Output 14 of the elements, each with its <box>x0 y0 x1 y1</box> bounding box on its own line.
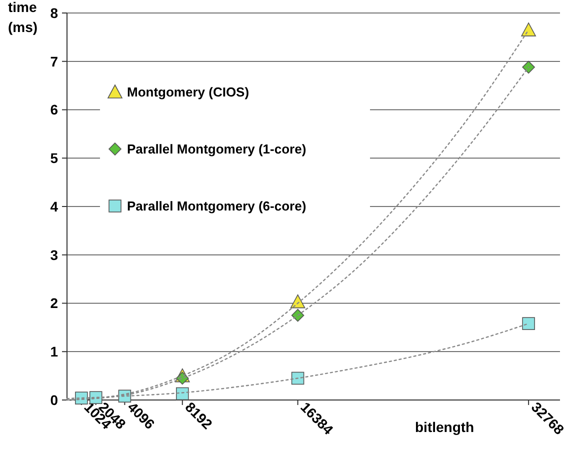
y-tick-label: 8 <box>50 4 58 21</box>
legend-label: Parallel Montgomery (6-core) <box>127 198 306 214</box>
y-tick-label: 6 <box>50 102 58 118</box>
y-tick-label: 0 <box>50 392 58 408</box>
legend-label: Parallel Montgomery (1-core) <box>127 142 306 157</box>
y-tick-label: 7 <box>50 53 58 70</box>
y-tick-label: 1 <box>50 344 58 360</box>
x-axis-title: bitlength <box>415 419 474 435</box>
y-tick-label: 2 <box>50 295 58 312</box>
legend-label: Montgomery (CIOS) <box>127 84 250 100</box>
y-tick-label: 5 <box>50 150 58 166</box>
y-tick-label: 4 <box>50 198 58 214</box>
y-axis-title: time (ms) <box>8 0 38 35</box>
y-tick-label: 3 <box>50 246 58 263</box>
